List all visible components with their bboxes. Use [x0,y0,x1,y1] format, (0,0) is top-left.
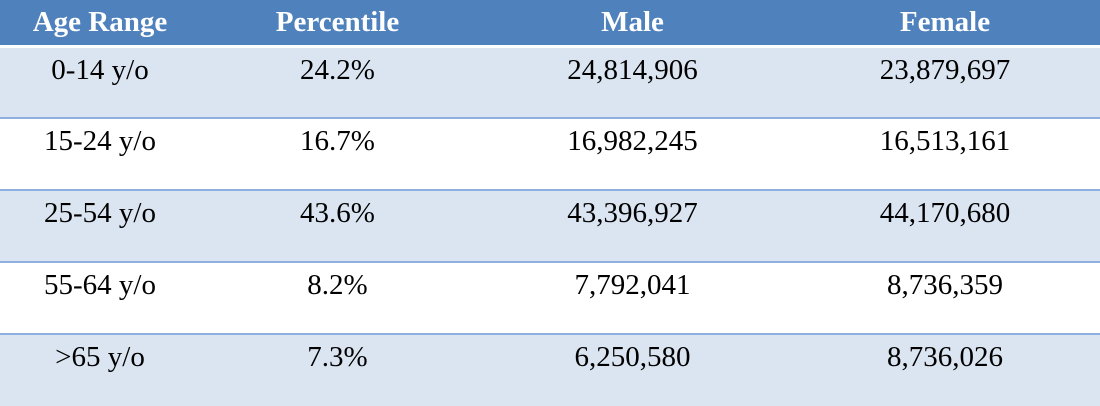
table-header: Age Range Percentile Male Female [0,0,1100,48]
table-body: 0-14 y/o 24.2% 24,814,906 23,879,697 15-… [0,46,1100,406]
cell-female: 8,736,359 [790,262,1100,335]
cell-age-range: >65 y/o [55,341,145,373]
cell-female: 23,879,697 [790,46,1100,119]
cell-percentile: 43.6% [200,190,475,263]
cell-male: 6,250,580 [574,341,691,373]
table-row: 25-54 y/o 43.6% 43,396,927 44,170,680 [0,190,1100,263]
cell-age-range: 55-64 y/o [0,262,200,335]
cell-female: 16,513,161 [790,118,1100,191]
header-row: Age Range Percentile Male Female [0,0,1100,48]
header-female: Female [790,0,1100,48]
table-row: 55-64 y/o 8.2% 7,792,041 8,736,359 [0,262,1100,335]
cell-male: 16,982,245 [475,118,790,191]
cell-percentile: 16.7% [200,118,475,191]
cell-male: 7,792,041 [475,262,790,335]
cell-female: 8,736,026 [887,341,1003,373]
cell-age-range: 25-54 y/o [0,190,200,263]
header-male: Male [475,0,790,48]
table-row: 0-14 y/o 24.2% 24,814,906 23,879,697 [0,46,1100,119]
cell-male: 43,396,927 [475,190,790,263]
table-row: >65 y/o 7.3% 6,250,580 8,736,026 [0,334,1100,406]
cell-age-range: 15-24 y/o [0,118,200,191]
cell-percentile: 24.2% [200,46,475,119]
table-row: 15-24 y/o 16.7% 16,982,245 16,513,161 [0,118,1100,191]
cell-percentile: 8.2% [200,262,475,335]
header-percentile: Percentile [200,0,475,48]
header-age-range: Age Range [0,0,200,48]
cell-male: 24,814,906 [475,46,790,119]
cell-female: 44,170,680 [790,190,1100,263]
cell-percentile: 7.3% [307,341,368,373]
cell-age-range: 0-14 y/o [0,46,200,119]
